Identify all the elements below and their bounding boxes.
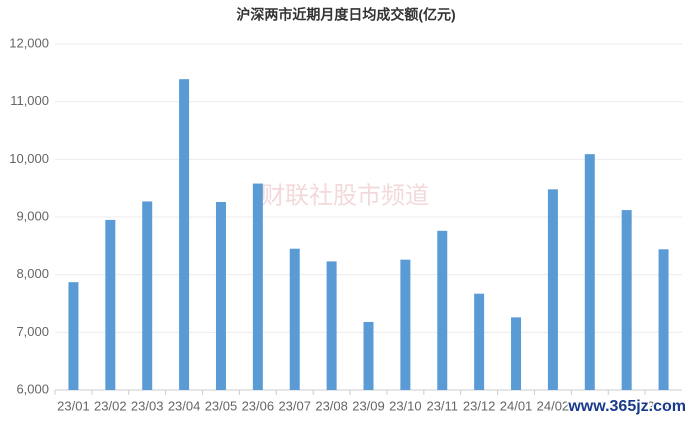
- bar: [400, 259, 411, 390]
- x-tick-label: 23/04: [168, 398, 201, 413]
- y-tick-label: 9,000: [16, 208, 49, 223]
- x-tick-label: 23/02: [94, 398, 127, 413]
- x-tick-label: 23/07: [278, 398, 311, 413]
- bar: [179, 79, 190, 390]
- x-tick-label: 23/01: [57, 398, 90, 413]
- y-tick-label: 6,000: [16, 381, 49, 396]
- bar: [363, 321, 374, 390]
- bar: [142, 201, 153, 390]
- y-tick-label: 8,000: [16, 266, 49, 281]
- bar: [289, 248, 300, 390]
- bar: [252, 183, 263, 390]
- y-tick-label: 10,000: [9, 151, 49, 166]
- x-tick-label: 23/05: [205, 398, 238, 413]
- bar: [68, 282, 79, 390]
- x-tick-label: 23/03: [131, 398, 164, 413]
- x-tick-label: 24/01: [500, 398, 533, 413]
- x-tick-label: 23/08: [315, 398, 348, 413]
- bar: [584, 154, 595, 390]
- bar: [437, 230, 448, 390]
- x-tick-label: 23/11: [426, 398, 458, 413]
- bar: [658, 249, 669, 390]
- x-tick-label: 23/12: [463, 398, 496, 413]
- bar: [105, 219, 116, 390]
- bar: [547, 189, 558, 390]
- y-tick-label: 12,000: [9, 35, 49, 50]
- x-tick-label: 24/04: [610, 398, 643, 413]
- x-tick-label: 24/02: [537, 398, 570, 413]
- x-tick-label: 23/06: [242, 398, 275, 413]
- x-tick-label: 23/09: [352, 398, 385, 413]
- bar: [621, 210, 632, 390]
- watermark: 财联社股市频道: [261, 182, 429, 209]
- y-tick-label: 7,000: [16, 324, 49, 339]
- bar: [511, 317, 522, 390]
- watermark: www.365jz.com: [567, 398, 686, 415]
- bar: [326, 261, 337, 390]
- chart-title: 沪深两市近期月度日均成交额(亿元): [236, 7, 455, 23]
- y-tick-label: 11,000: [10, 93, 49, 108]
- x-tick-label: 23/10: [389, 398, 422, 413]
- bar: [474, 293, 485, 390]
- x-tick-label: 24/03: [574, 398, 607, 413]
- bar: [215, 202, 226, 390]
- x-tick-label: 24/05: [647, 398, 680, 413]
